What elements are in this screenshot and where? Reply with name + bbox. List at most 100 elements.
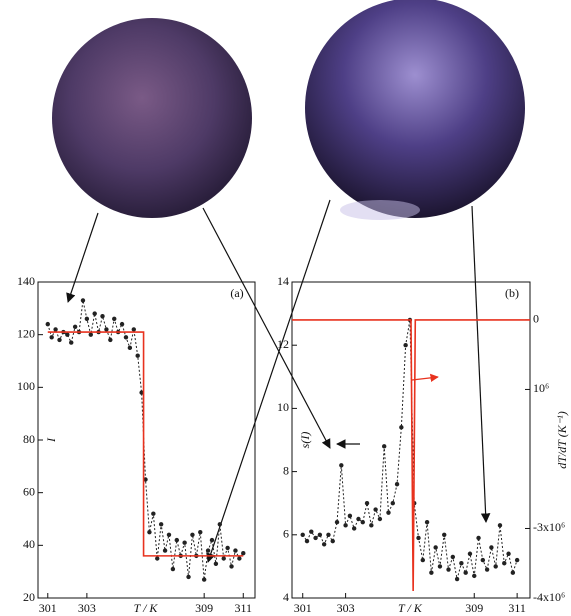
x-tick-label: 311 <box>234 601 252 615</box>
data-point <box>391 501 395 505</box>
data-point <box>206 548 210 552</box>
y-tick-label: 100 <box>17 379 35 393</box>
y2-tick-label: -3x10⁶ <box>533 520 565 534</box>
y2-axis-label: dT/dT (K⁻¹) <box>555 411 569 468</box>
data-point <box>511 571 515 575</box>
y-tick-label: 4 <box>283 590 289 604</box>
data-point <box>416 536 420 540</box>
arrow <box>412 377 438 380</box>
data-point <box>506 552 510 556</box>
y2-tick-label: 0 <box>533 312 539 326</box>
data-point <box>352 526 356 530</box>
y-tick-label: 40 <box>23 537 35 551</box>
data-point <box>399 425 403 429</box>
data-point <box>218 522 222 526</box>
data-point <box>472 574 476 578</box>
panel-label: (b) <box>505 286 519 300</box>
data-point <box>322 542 326 546</box>
arrow <box>68 213 98 302</box>
x-tick-label: 311 <box>508 601 526 615</box>
y-axis-label: s(I) <box>298 432 312 449</box>
data-point <box>335 520 339 524</box>
data-point <box>356 517 360 521</box>
data-point <box>214 562 218 566</box>
data-point <box>155 556 159 560</box>
data-point <box>92 311 96 315</box>
data-point <box>459 561 463 565</box>
data-point <box>136 354 140 358</box>
data-point <box>198 530 202 534</box>
y-tick-label: 20 <box>23 590 35 604</box>
x-tick-label: 301 <box>294 601 312 615</box>
data-point <box>73 325 77 329</box>
data-point <box>69 340 73 344</box>
data-point <box>425 520 429 524</box>
data-point <box>369 523 373 527</box>
data-point <box>361 520 365 524</box>
data-point <box>421 558 425 562</box>
data-point <box>108 338 112 342</box>
y-axis-label: I <box>44 437 58 443</box>
data-point <box>382 444 386 448</box>
data-point <box>210 538 214 542</box>
arrow <box>472 206 486 522</box>
data-point <box>151 512 155 516</box>
series-line <box>48 300 243 579</box>
data-point <box>481 558 485 562</box>
figure: 301303309311T / K20406080100120140I(a)30… <box>0 0 571 616</box>
data-point <box>309 529 313 533</box>
y-tick-label: 120 <box>17 326 35 340</box>
x-tick-label: 303 <box>337 601 355 615</box>
data-point <box>65 332 69 336</box>
data-point <box>241 551 245 555</box>
data-point <box>159 522 163 526</box>
photo-right <box>305 0 525 218</box>
data-point <box>112 317 116 321</box>
data-point <box>120 322 124 326</box>
data-point <box>348 514 352 518</box>
data-point <box>167 533 171 537</box>
data-point <box>229 564 233 568</box>
data-point <box>57 338 61 342</box>
y-tick-label: 12 <box>277 337 289 351</box>
data-point <box>365 501 369 505</box>
y2-tick-label: -4x10⁶ <box>533 590 565 604</box>
data-point <box>403 343 407 347</box>
data-point <box>318 533 322 537</box>
data-point <box>468 552 472 556</box>
data-point <box>446 567 450 571</box>
data-point <box>331 539 335 543</box>
data-point <box>301 533 305 537</box>
data-point <box>175 538 179 542</box>
data-point <box>442 533 446 537</box>
x-tick-label: 301 <box>39 601 57 615</box>
data-point <box>498 523 502 527</box>
data-point <box>85 317 89 321</box>
data-point <box>438 564 442 568</box>
data-point <box>89 332 93 336</box>
data-point <box>147 530 151 534</box>
data-point <box>485 567 489 571</box>
data-point <box>305 539 309 543</box>
y-tick-label: 8 <box>283 463 289 477</box>
series-line <box>48 332 243 556</box>
x-tick-label: 303 <box>78 601 96 615</box>
series-line <box>303 320 517 579</box>
data-point <box>186 575 190 579</box>
data-point <box>463 571 467 575</box>
data-point <box>225 546 229 550</box>
data-point <box>373 507 377 511</box>
data-point <box>493 564 497 568</box>
data-point <box>100 314 104 318</box>
data-point <box>343 523 347 527</box>
data-point <box>104 327 108 331</box>
data-point <box>313 536 317 540</box>
series-line <box>292 320 530 591</box>
x-axis-label: T / K <box>398 601 423 615</box>
data-point <box>171 567 175 571</box>
arrow <box>203 208 330 448</box>
data-point <box>386 510 390 514</box>
data-point <box>132 327 136 331</box>
data-point <box>81 298 85 302</box>
data-point <box>489 545 493 549</box>
